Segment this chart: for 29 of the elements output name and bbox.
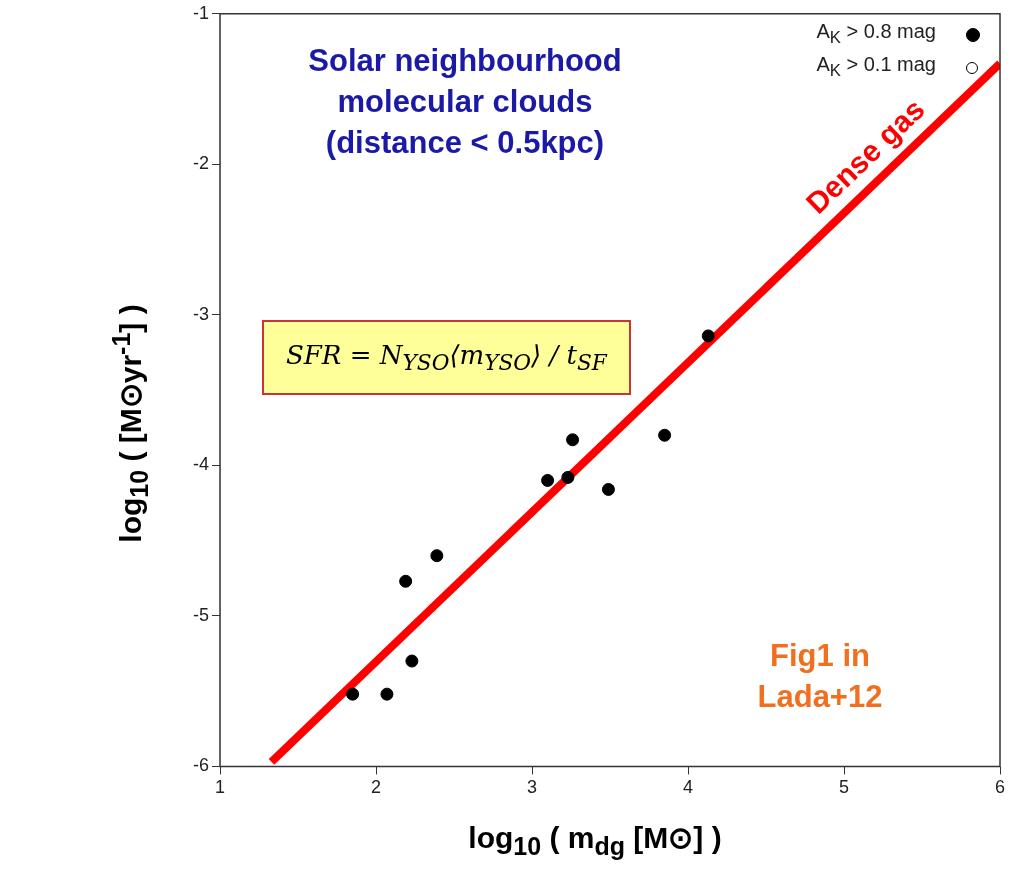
point — [541, 473, 555, 487]
legend-label: A$_{K}$ > 0.8 mag — [816, 19, 936, 49]
y-tick-label: -4 — [192, 454, 209, 475]
point — [701, 329, 715, 343]
y-tick-label: -3 — [192, 303, 209, 324]
y-tick-label: -2 — [192, 153, 209, 174]
x-tick-label: 3 — [527, 777, 538, 798]
point — [601, 482, 615, 496]
annotation: Solar neighbourhood molecular clouds (distance < 0.5kpc) — [307, 42, 623, 162]
x-tick-label: 2 — [371, 777, 382, 798]
x-tick-label: 6 — [994, 777, 1006, 798]
point — [566, 433, 580, 447]
point — [399, 574, 413, 588]
point — [430, 549, 444, 563]
point — [561, 470, 575, 484]
y-tick-label: -1 — [192, 2, 209, 23]
y-tick-label: -6 — [192, 755, 209, 776]
annotation: SFR = N$_{YSO}$⟨m$_{YSO}$⟩ / t$_{SF}$ — [262, 320, 631, 396]
legend-label: A$_{K}$ > 0.1 mag — [816, 52, 936, 82]
point — [405, 654, 419, 668]
x-tick-label: 5 — [838, 777, 850, 798]
point — [380, 687, 394, 701]
x-tick-label: 1 — [215, 777, 226, 798]
point — [658, 428, 672, 442]
point — [346, 687, 360, 701]
y-tick-label: -5 — [192, 604, 209, 625]
x-axis-title: log$_{10}$ ( m$_{dg}$ [M⊙] ) — [467, 820, 723, 861]
annotation: Fig1 in Lada+12 — [756, 637, 884, 716]
x-tick-label: 4 — [682, 777, 694, 798]
